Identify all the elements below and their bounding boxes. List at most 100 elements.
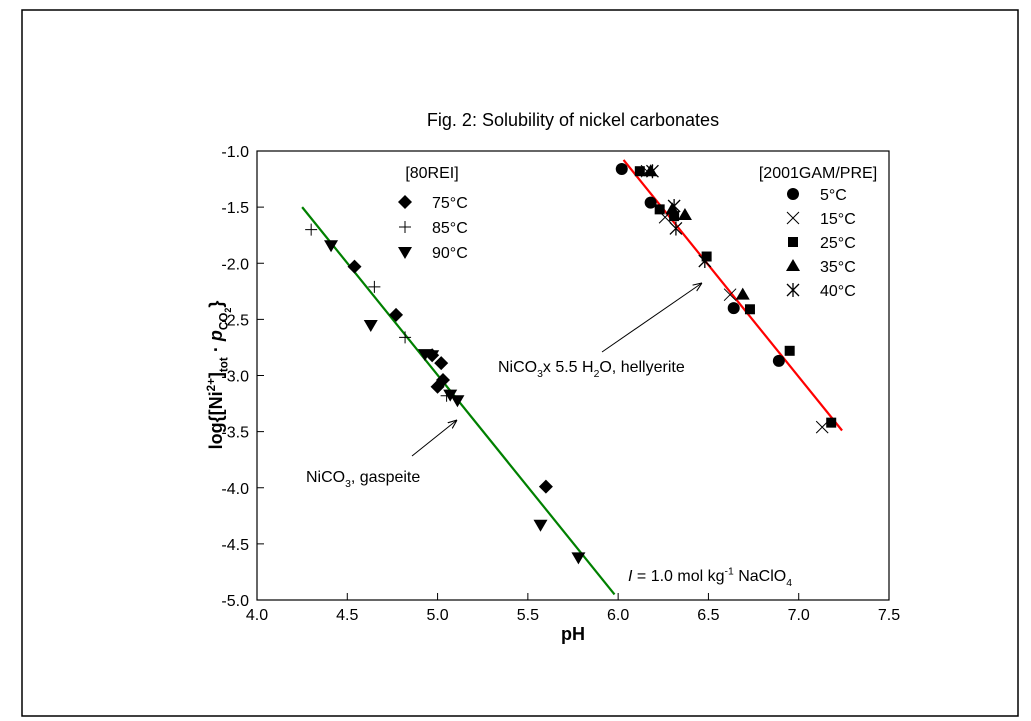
marker [347,259,362,274]
marker [389,307,404,322]
marker [786,211,800,225]
marker [398,195,412,209]
y-tick-label: -2.0 [221,256,249,273]
arrow [411,420,457,457]
text-part: tot [217,357,230,372]
marker [784,345,795,356]
legend-label: 75°C [432,195,468,212]
fit-line [622,159,843,432]
marker [443,389,458,402]
x-tick-label: 4.5 [336,607,358,624]
text-part: } [206,301,226,308]
legend-label: 40°C [820,283,856,300]
text-part: O, hellyerite [599,359,684,376]
marker [698,254,712,269]
text-part: 4 [786,578,792,589]
marker [398,247,412,259]
x-tick-label: 6.5 [697,607,719,624]
marker [634,166,645,177]
marker [645,164,659,179]
marker [654,204,665,215]
y-tick-label: -1.5 [221,200,249,217]
legend-label: 25°C [820,235,856,252]
text-part: NiCO [306,469,345,486]
x-tick-label: 5.5 [517,607,539,624]
legend-title: [80REI] [405,165,458,182]
y-tick-label: -3.0 [221,369,249,386]
legend-label: 90°C [432,245,468,262]
marker [667,199,681,214]
text-part: x 5.5 H [543,359,594,376]
marker [786,259,800,271]
text-part: CO [217,313,230,331]
text-part: 2+ [205,378,218,392]
marker [772,354,785,367]
marker [538,479,553,494]
marker [788,237,798,247]
marker [669,221,683,236]
legend-label: 85°C [432,220,468,237]
marker [324,240,339,253]
text-part: 2 [594,369,600,380]
y-tick-label: -5.0 [221,593,249,610]
legend-label: 5°C [820,187,847,204]
text-part: 3 [537,369,543,380]
marker [644,196,657,209]
marker [787,188,799,200]
marker [425,350,440,363]
marker [368,280,381,293]
text-part: NaClO [734,568,786,585]
marker [533,519,548,532]
x-tick-label: 7.5 [878,607,900,624]
marker [826,417,837,428]
marker [677,207,692,220]
annotation: NiCO3x 5.5 H2O, hellyerite [498,359,685,380]
text-part: ] [206,372,226,378]
marker [615,162,628,175]
marker [701,251,712,262]
legend-title: [2001GAM/PRE] [759,165,877,182]
text-part: I [628,568,633,585]
marker [727,302,740,315]
marker [571,552,586,565]
marker [450,395,465,408]
marker [305,223,318,236]
y-axis-label: log{[Ni2+]tot · pCO2} [205,301,233,450]
marker [434,356,449,371]
arrow [601,283,702,353]
marker [744,304,755,315]
text-part: · [206,341,226,357]
marker [815,420,829,434]
y-tick-label: -4.0 [221,481,249,498]
annotation: NiCO3, gaspeite [306,469,420,490]
legend-label: 35°C [820,259,856,276]
frame [21,9,1019,717]
x-tick-label: 6.0 [607,607,629,624]
marker [399,331,412,344]
marker [735,287,750,300]
x-axis-label: pH [561,624,585,644]
y-tick-label: -2.5 [221,312,249,329]
legend-label: 15°C [820,211,856,228]
y-tick-label: -4.5 [221,537,249,554]
chart-title: Fig. 2: Solubility of nickel carbonates [427,110,719,130]
text-part: NiCO [498,359,537,376]
text-part: 2 [223,308,233,313]
text-part: 3 [345,479,351,490]
marker [430,379,445,394]
y-tick-label: -3.5 [221,425,249,442]
text-part: = 1.0 mol kg [632,568,724,585]
marker [723,288,737,302]
text-part: log{[Ni [206,391,226,449]
x-tick-label: 4.0 [246,607,268,624]
marker [786,283,800,297]
x-tick-label: 7.0 [788,607,810,624]
y-tick-label: -1.0 [221,144,249,161]
x-tick-label: 5.0 [426,607,448,624]
text-part: -1 [725,567,734,578]
text-part: , gaspeite [351,469,420,486]
marker [399,221,411,233]
annotation: I = 1.0 mol kg-1 NaClO4 [628,567,792,589]
text-part: p [206,330,226,342]
